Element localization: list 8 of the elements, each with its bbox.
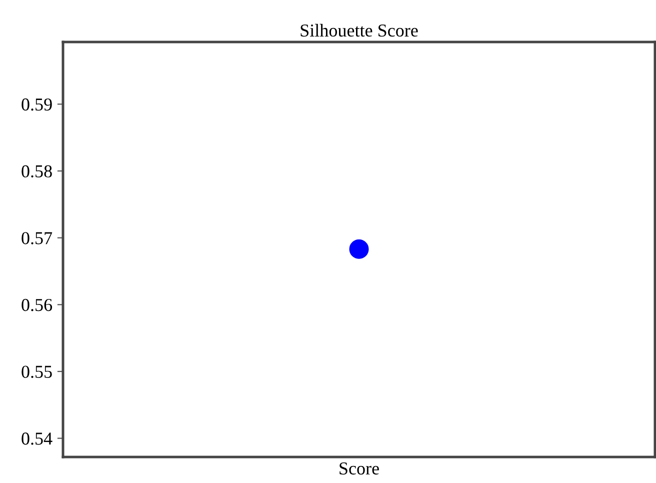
y-tick-label: 0.57	[22, 232, 52, 244]
y-tick-label: 0.59	[22, 98, 52, 111]
y-tick-label: 0.55	[22, 366, 52, 378]
chart-title: Silhouette Score	[300, 24, 418, 37]
x-tick-label: Score	[340, 462, 379, 475]
y-tick-label: 0.56	[22, 298, 52, 312]
y-tick-label: 0.54	[22, 432, 52, 445]
y-tick-label: 0.58	[22, 165, 52, 178]
